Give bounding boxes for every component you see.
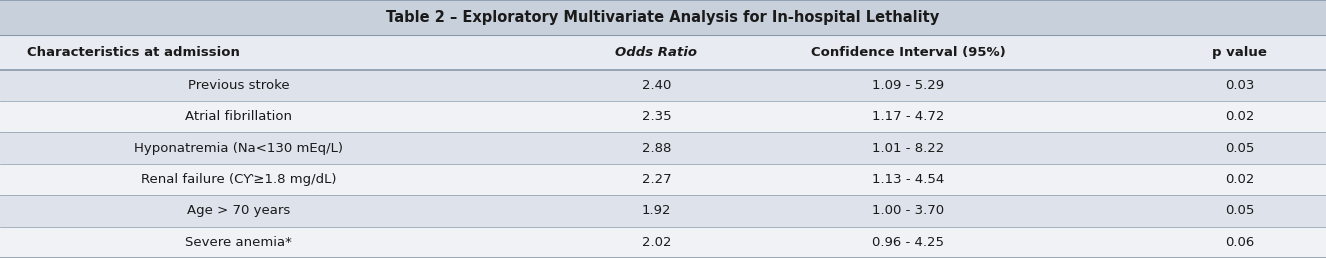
- Text: 0.05: 0.05: [1225, 204, 1254, 217]
- Text: 2.02: 2.02: [642, 236, 671, 249]
- Text: 0.06: 0.06: [1225, 236, 1254, 249]
- Text: Characteristics at admission: Characteristics at admission: [27, 46, 240, 59]
- Text: 1.01 - 8.22: 1.01 - 8.22: [873, 142, 944, 155]
- Text: Severe anemia*: Severe anemia*: [186, 236, 292, 249]
- Text: 1.13 - 4.54: 1.13 - 4.54: [873, 173, 944, 186]
- Bar: [0, 70, 1326, 101]
- Bar: [0, 227, 1326, 258]
- Text: Atrial fibrillation: Atrial fibrillation: [186, 110, 292, 123]
- Text: Renal failure (CƳ≥1.8 mg/dL): Renal failure (CƳ≥1.8 mg/dL): [141, 173, 337, 186]
- Text: Table 2 – Exploratory Multivariate Analysis for In-hospital Lethality: Table 2 – Exploratory Multivariate Analy…: [386, 10, 940, 25]
- Text: 0.02: 0.02: [1225, 110, 1254, 123]
- Bar: [0, 164, 1326, 195]
- Text: Odds Ratio: Odds Ratio: [615, 46, 697, 59]
- Text: 1.17 - 4.72: 1.17 - 4.72: [873, 110, 944, 123]
- Text: 2.35: 2.35: [642, 110, 671, 123]
- Bar: [0, 0, 1326, 35]
- Text: 1.92: 1.92: [642, 204, 671, 217]
- Text: Age > 70 years: Age > 70 years: [187, 204, 290, 217]
- Bar: [0, 101, 1326, 132]
- Text: 2.88: 2.88: [642, 142, 671, 155]
- Text: 0.02: 0.02: [1225, 173, 1254, 186]
- Text: 2.27: 2.27: [642, 173, 671, 186]
- Text: 0.05: 0.05: [1225, 142, 1254, 155]
- Text: p value: p value: [1212, 46, 1268, 59]
- Text: 0.03: 0.03: [1225, 79, 1254, 92]
- Text: Confidence Interval (95%): Confidence Interval (95%): [812, 46, 1005, 59]
- Text: 1.09 - 5.29: 1.09 - 5.29: [873, 79, 944, 92]
- Text: Previous stroke: Previous stroke: [188, 79, 289, 92]
- Text: 1.00 - 3.70: 1.00 - 3.70: [873, 204, 944, 217]
- Text: 2.40: 2.40: [642, 79, 671, 92]
- Bar: [0, 195, 1326, 227]
- Text: 0.96 - 4.25: 0.96 - 4.25: [873, 236, 944, 249]
- Text: Hyponatremia (Na<130 mEq/L): Hyponatremia (Na<130 mEq/L): [134, 142, 343, 155]
- Bar: [0, 35, 1326, 70]
- Bar: [0, 132, 1326, 164]
